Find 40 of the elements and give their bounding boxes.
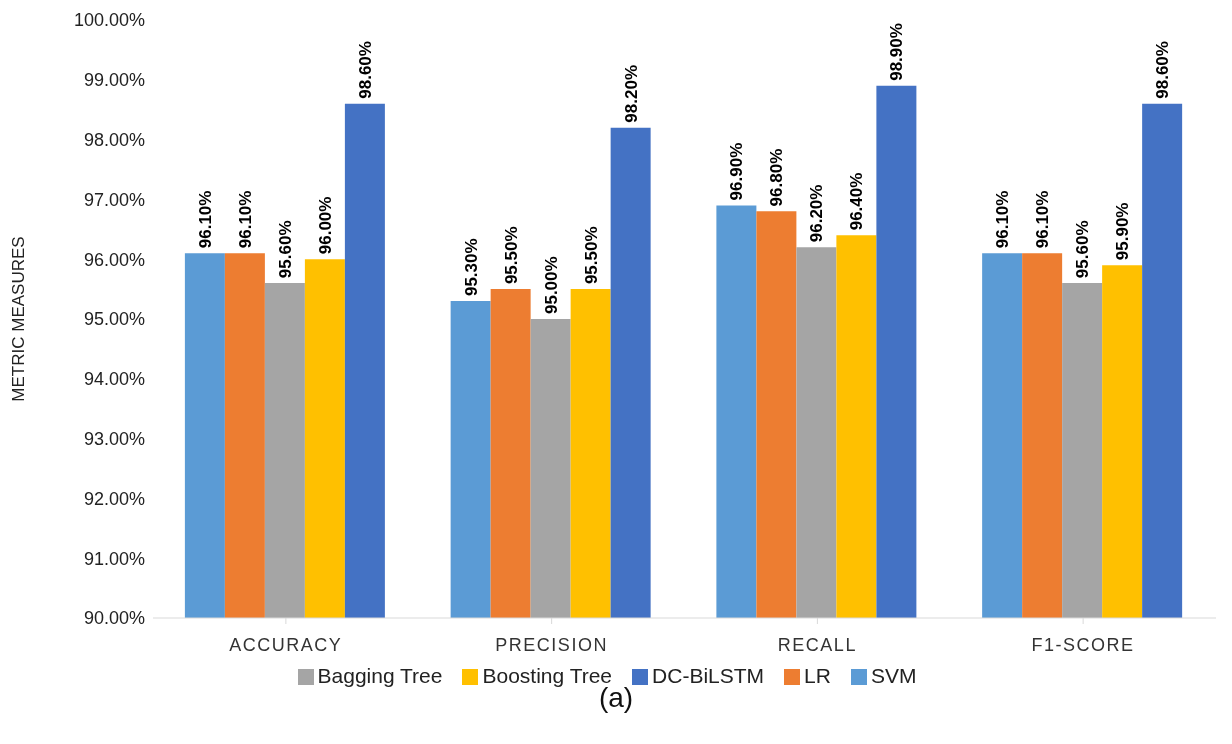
data-label: 96.90% <box>727 142 747 201</box>
data-label: 96.10% <box>993 190 1013 249</box>
data-label: 98.20% <box>621 64 641 123</box>
data-label: 98.60% <box>1153 41 1173 99</box>
data-label: 96.10% <box>1033 190 1053 249</box>
y-tick-label: 90.00% <box>83 608 145 629</box>
data-label: 95.50% <box>501 226 521 285</box>
legend-label: DC-BiLSTM <box>652 664 765 687</box>
y-tick-label: 97.00% <box>83 189 145 210</box>
data-label: 95.50% <box>581 226 601 285</box>
data-label: 98.60% <box>355 41 375 99</box>
data-label: 95.60% <box>1073 220 1093 279</box>
data-label: 96.40% <box>847 172 867 231</box>
x-tick-label: PRECISION <box>495 634 608 655</box>
data-label: 96.80% <box>767 148 787 207</box>
data-label: 95.30% <box>461 238 481 297</box>
data-label: 95.60% <box>275 220 295 279</box>
legend-label: SVM <box>870 664 917 687</box>
data-label: 96.10% <box>195 190 215 249</box>
data-label: 96.00% <box>315 196 335 255</box>
legend-label: LR <box>804 664 831 687</box>
data-label: 96.20% <box>807 184 827 243</box>
y-tick-label: 95.00% <box>83 309 145 330</box>
y-tick-label: 98.00% <box>83 129 145 150</box>
y-tick-label: 94.00% <box>83 369 145 390</box>
y-tick-label: 99.00% <box>83 70 145 91</box>
y-axis-title: METRIC MEASURES <box>9 236 29 402</box>
data-label: 96.10% <box>235 190 255 249</box>
data-label: 95.90% <box>1113 202 1133 261</box>
legend-label: Bagging Tree <box>317 664 443 687</box>
x-tick-label: F1-SCORE <box>1031 634 1135 655</box>
data-label: 95.00% <box>541 256 561 314</box>
y-tick-label: 92.00% <box>83 488 145 509</box>
y-tick-label: 93.00% <box>83 428 145 449</box>
y-tick-label: 96.00% <box>83 249 145 270</box>
y-tick-label: 100.00% <box>73 10 145 31</box>
y-tick-label: 91.00% <box>83 548 145 569</box>
x-tick-label: RECALL <box>777 634 857 655</box>
data-label: 98.90% <box>887 23 907 81</box>
x-tick-label: ACCURACY <box>229 634 343 655</box>
